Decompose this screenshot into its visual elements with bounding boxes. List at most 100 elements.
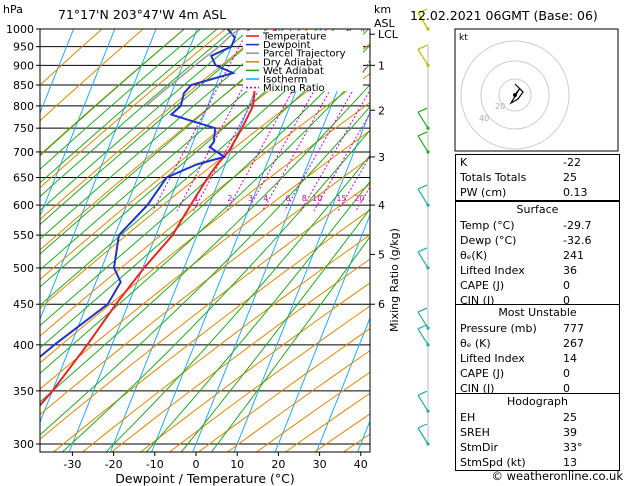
row-label: PW (cm) (460, 186, 507, 199)
plot-frame (39, 28, 371, 453)
wind-barb-flag (417, 8, 428, 14)
row-label: Temp (°C) (460, 219, 515, 232)
mixing-ratio-line (284, 59, 370, 212)
isotherm-line (40, 29, 75, 115)
dry-adiabat (40, 183, 370, 440)
hodograph-ring (480, 60, 550, 130)
dry-adiabat (40, 29, 144, 122)
temp-tick-label: -20 (105, 458, 123, 471)
row-label: SREH (460, 426, 490, 439)
wet-adiabat (210, 236, 370, 452)
wind-barb-dot (426, 203, 430, 207)
legend-label: Dry Adiabat (263, 57, 322, 68)
row-label: Totals Totals (460, 171, 527, 184)
mixing-ratio-label: 25 (368, 194, 378, 203)
dry-adiabat (40, 157, 370, 416)
table-row: CIN (J) 0 (456, 381, 619, 396)
dry-adiabat (168, 305, 370, 452)
table-row: θₑ (K) 267 (456, 336, 619, 351)
hodograph-ring-label: 20 (495, 102, 505, 111)
km-tick-label: LCL (378, 28, 399, 41)
legend-label: Wet Adiabat (263, 66, 324, 77)
dry-adiabat (40, 29, 227, 189)
row-value: 39 (563, 426, 577, 439)
wet-adiabat (145, 180, 370, 452)
temp-tick-label: 20 (271, 458, 285, 471)
row-value: 36 (563, 264, 577, 277)
legend-label: Parcel Trajectory (263, 49, 346, 60)
wet-adiabat (40, 29, 202, 170)
wet-adiabat (40, 105, 370, 436)
pressure-tick-label: 900 (13, 59, 34, 72)
row-label: Lifted Index (460, 264, 525, 277)
wind-barb-dot (426, 27, 430, 31)
wet-adiabat (40, 29, 185, 157)
hodograph-trace (509, 83, 524, 105)
row-label: StmDir (460, 441, 499, 454)
isotherm-line (68, 29, 239, 452)
table-row: θₑ(K) 241 (456, 248, 619, 263)
dry-adiabat (81, 234, 370, 452)
isotherm-line (315, 316, 370, 452)
km-tick-label: 4 (378, 199, 385, 212)
mixing-ratio-label: 4 (263, 194, 268, 203)
hodograph-ring (460, 40, 570, 150)
dry-adiabat (52, 209, 370, 452)
table-row: Totals Totals 25 (456, 170, 619, 185)
wet-adiabat (40, 63, 370, 374)
temp-tick-label: -10 (146, 458, 164, 471)
dry-adiabat (40, 101, 370, 364)
wind-barb-flag (417, 107, 428, 113)
row-value: 267 (563, 337, 584, 350)
wind-barb-flag (417, 390, 428, 396)
table-row: CIN (J) 0 (456, 293, 619, 308)
legend-label: Mixing Ratio (263, 83, 325, 94)
wind-barb-dot (426, 266, 430, 270)
wind-barb (417, 188, 429, 206)
wet-adiabat (61, 129, 370, 452)
table-row: Lifted Index 36 (456, 263, 619, 278)
pressure-tick-label: 550 (13, 229, 34, 242)
hodograph: kt 20 40 (454, 28, 619, 152)
pressure-tick-label: 700 (13, 146, 34, 159)
wind-barb-flag (417, 44, 428, 50)
row-value: -29.7 (563, 219, 592, 232)
row-value: 13 (563, 456, 577, 469)
dry-adiabat (40, 73, 370, 337)
table-row: Pressure (mb) 777 (456, 321, 619, 336)
wet-adiabat (40, 83, 370, 403)
pressure-tick-label: 650 (13, 171, 34, 184)
series-dewpoint (40, 29, 237, 359)
row-value: 0 (563, 294, 570, 307)
temp-tick-label: 0 (193, 458, 200, 471)
wind-barb-flag (417, 184, 428, 190)
dry-adiabat (40, 29, 268, 221)
wind-barbs (417, 8, 430, 446)
wind-barb-dot (426, 343, 430, 347)
dry-adiabat (197, 327, 370, 452)
km-tick-label: 3 (378, 151, 385, 164)
mixing-ratio-label: 2 (227, 194, 232, 203)
pressure-tick-label: 450 (13, 298, 34, 311)
hpa-label: hPa (3, 3, 23, 16)
wind-barb-flag (417, 324, 428, 330)
isotherm-line (40, 29, 116, 218)
most-unstable-title: Most Unstable (498, 306, 577, 319)
table-row: EH 25 (456, 410, 619, 425)
isotherm-line (233, 110, 370, 452)
x-axis-label: Dewpoint / Temperature (°C) (115, 471, 294, 486)
wind-barb (417, 251, 429, 269)
wind-barb-dot (426, 409, 430, 413)
surface-panel: Surface Temp (°C) -29.7 Dewp (°C) -32.6 θₑ(K… (455, 201, 620, 309)
hodograph-unit: kt (459, 33, 468, 43)
table-row: CAPE (J) 0 (456, 278, 619, 293)
wet-adiabat (40, 29, 235, 198)
pressure-tick-label: 850 (13, 79, 34, 92)
row-label: EH (460, 411, 476, 424)
km-label: km (374, 3, 391, 16)
table-row: Dewp (°C) -32.6 (456, 233, 619, 248)
temp-tick-label: 10 (230, 458, 244, 471)
table-row: StmDir 33° (456, 440, 619, 455)
hodograph-ring (498, 78, 532, 112)
